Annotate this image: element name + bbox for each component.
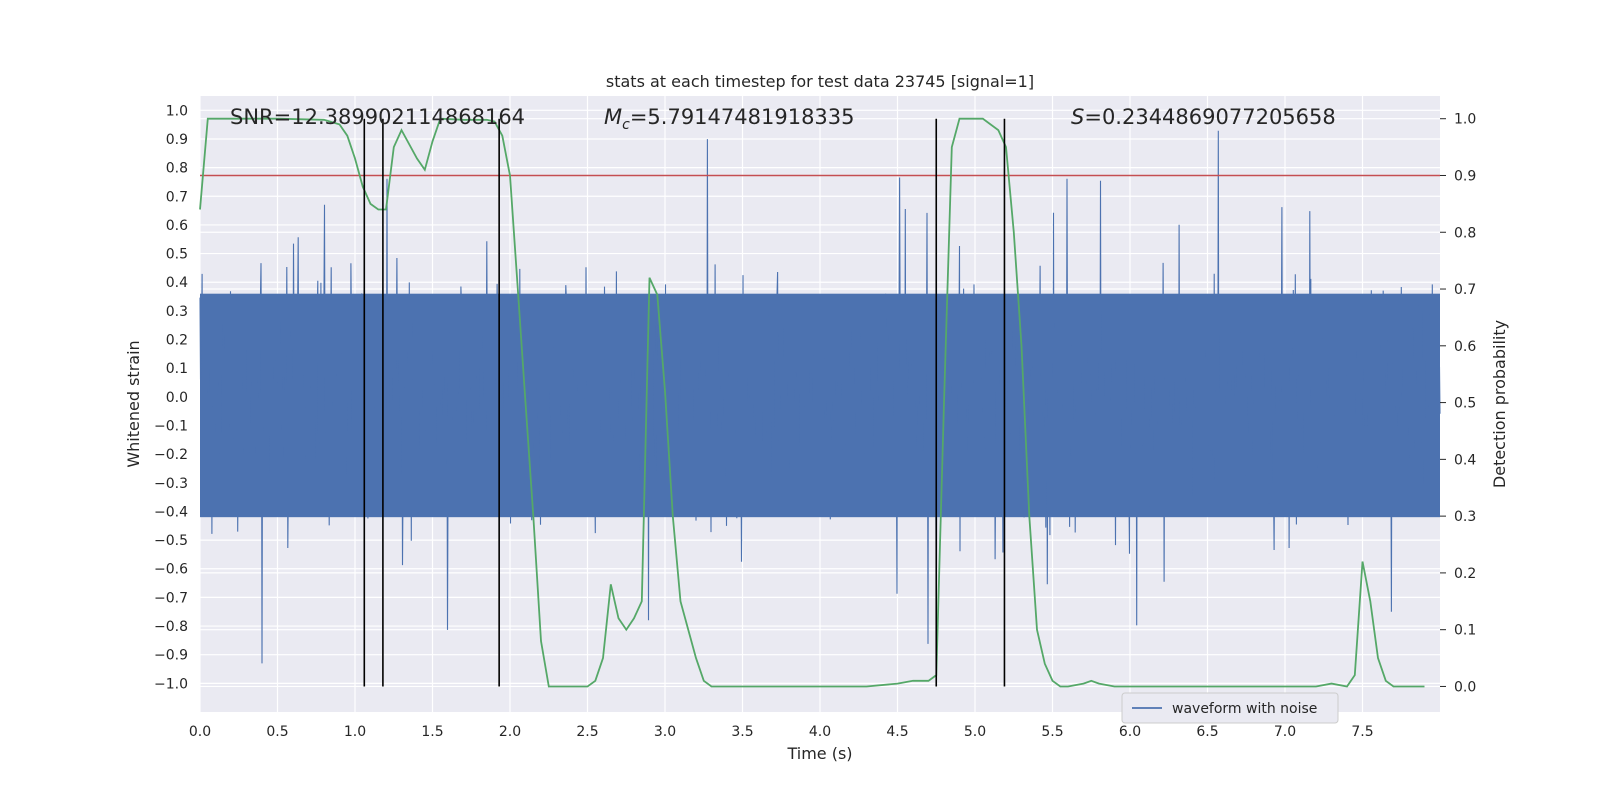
y2-tick-label: 1.0 (1454, 112, 1476, 128)
x-tick-label: 6.0 (1119, 724, 1141, 740)
probability-series (199, 117, 1425, 688)
y-tick-label: −0.4 (154, 504, 188, 520)
chirp-mass-value: =5.79147481918335 (630, 105, 855, 129)
y-tick-label: 0.3 (166, 304, 188, 320)
chirp-mass-subscript: c (622, 117, 630, 133)
event-lines (363, 118, 1006, 687)
y-tick-label: 1.0 (166, 103, 188, 119)
y-tick-label: 0.6 (166, 218, 188, 234)
y2-tick-label: 0.5 (1454, 396, 1476, 412)
y2-tick-label: 0.9 (1454, 168, 1476, 184)
y-tick-label: 0.7 (166, 189, 188, 205)
y-tick-label: 0.0 (166, 390, 188, 406)
y2-axis-ticks: 1.0 0.9 0.8 0.7 0.6 0.5 0.4 0.3 0.2 0.1 0.0 (1440, 112, 1476, 695)
y-tick-label: 0.1 (166, 361, 188, 377)
chart-title: stats at each timestep for test data 237… (606, 72, 1034, 91)
x-axis-ticks: 0.0 0.5 1.0 1.5 2.0 2.5 3.0 3.5 4.0 4.5 5.0 5.5 6.0 6… (189, 724, 1374, 740)
y-tick-label: −0.2 (154, 447, 188, 463)
legend: waveform with noise (1121, 692, 1339, 724)
y-axis-ticks: 1.0 0.9 0.8 0.7 0.6 0.5 0.4 0.3 0.2 0.1 0.0 −0.1 −0.… (154, 103, 188, 692)
x-tick-label: 0.0 (189, 724, 211, 740)
x-tick-label: 1.5 (421, 724, 443, 740)
x-tick-label: 7.5 (1351, 724, 1373, 740)
y2-tick-label: 0.1 (1454, 623, 1476, 639)
snr-annotation: SNR=12.389902114868164 (230, 105, 525, 129)
x-tick-label: 7.0 (1274, 724, 1296, 740)
y-tick-label: −0.7 (154, 590, 188, 606)
x-tick-label: 6.5 (1196, 724, 1218, 740)
y2-tick-label: 0.2 (1454, 566, 1476, 582)
y2-tick-label: 0.6 (1454, 339, 1476, 355)
y-tick-label: −0.3 (154, 476, 188, 492)
s-symbol: S (1071, 105, 1084, 129)
x-tick-label: 3.5 (731, 724, 753, 740)
waveform-series (199, 130, 1441, 664)
x-tick-label: 4.5 (886, 724, 908, 740)
y-tick-label: 0.5 (166, 247, 188, 263)
legend-label: waveform with noise (1172, 701, 1317, 717)
y-tick-label: −0.1 (154, 418, 188, 434)
y-tick-label: −1.0 (154, 676, 188, 692)
y-tick-label: 0.8 (166, 161, 188, 177)
x-tick-label: 4.0 (809, 724, 831, 740)
y2-tick-label: 0.4 (1454, 452, 1476, 468)
y2-axis-label: Detection probability (1490, 320, 1509, 488)
y2-tick-label: 0.0 (1454, 679, 1476, 695)
x-tick-label: 3.0 (654, 724, 676, 740)
x-tick-label: 5.0 (964, 724, 986, 740)
s-annotation: S=0.2344869077205658 (1071, 105, 1336, 129)
y-tick-label: −0.5 (154, 533, 188, 549)
y-tick-label: 0.4 (166, 275, 188, 291)
y2-tick-label: 0.7 (1454, 282, 1476, 298)
x-tick-label: 2.5 (576, 724, 598, 740)
x-axis-label: Time (s) (786, 744, 852, 763)
s-value: =0.2344869077205658 (1084, 105, 1335, 129)
waveform-line (199, 130, 1441, 664)
legend-box (1121, 692, 1339, 724)
x-tick-label: 5.5 (1041, 724, 1063, 740)
y-axis-label: Whitened strain (124, 340, 143, 467)
y-tick-label: 0.2 (166, 333, 188, 349)
y2-tick-label: 0.3 (1454, 509, 1476, 525)
chirp-mass-symbol: M (604, 105, 622, 129)
y-tick-label: 0.9 (166, 132, 188, 148)
x-tick-label: 2.0 (499, 724, 521, 740)
y-tick-label: −0.9 (154, 648, 188, 664)
y-tick-label: −0.6 (154, 562, 188, 578)
y2-tick-label: 0.8 (1454, 225, 1476, 241)
y-tick-label: −0.8 (154, 619, 188, 635)
x-tick-label: 1.0 (344, 724, 366, 740)
x-tick-label: 0.5 (266, 724, 288, 740)
chirp-mass-annotation: Mc=5.79147481918335 (604, 105, 855, 133)
